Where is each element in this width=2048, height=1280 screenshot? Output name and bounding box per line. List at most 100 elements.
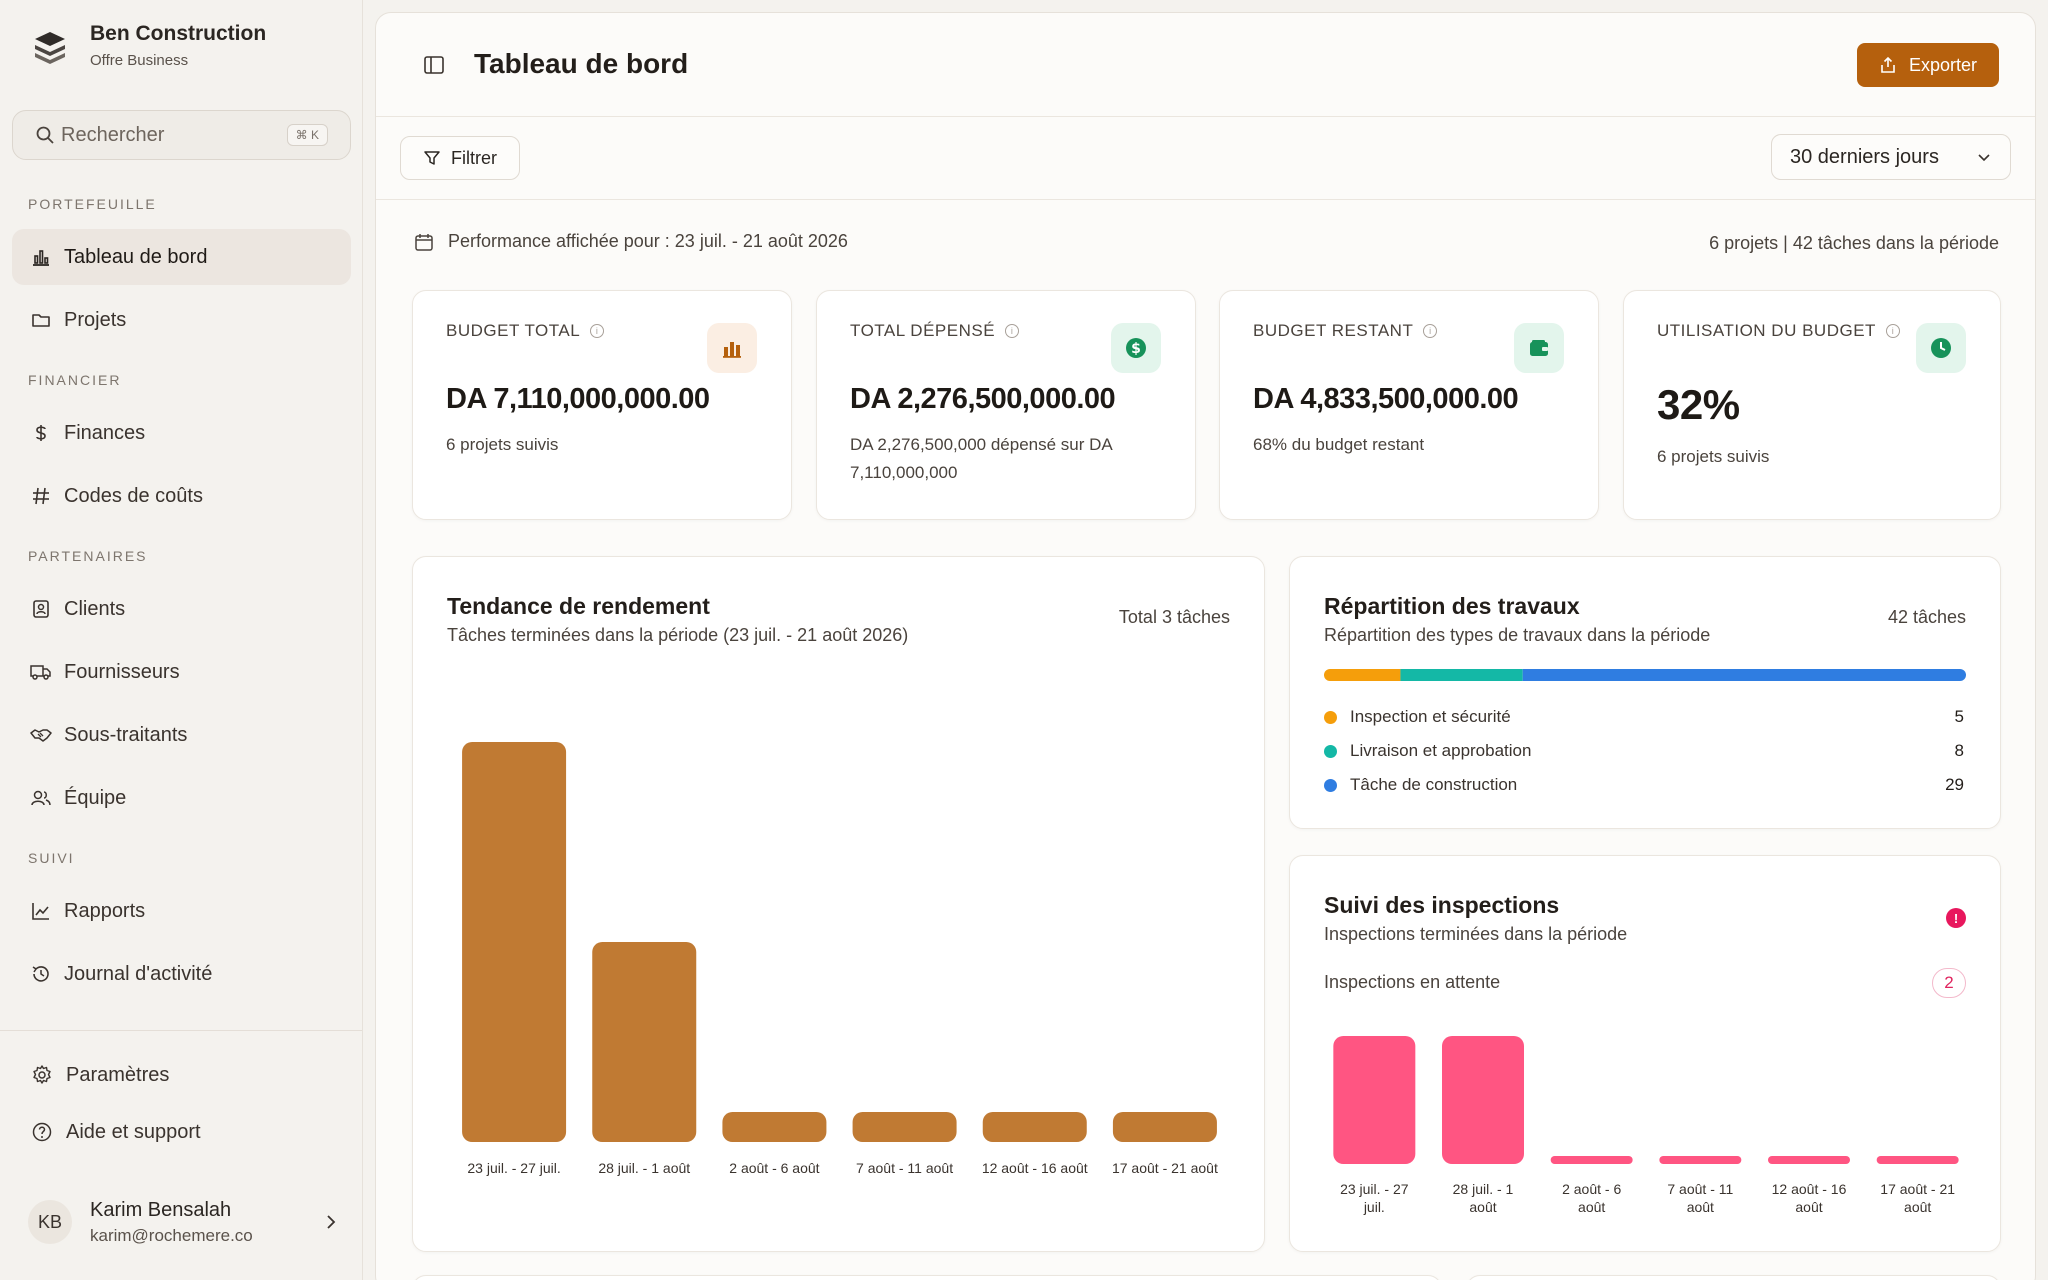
kpi-label: BUDGET TOTAL	[446, 321, 581, 340]
brand-plan: Offre Business	[90, 52, 189, 69]
help-circle-icon	[30, 1120, 54, 1144]
trend-bar[interactable]	[1112, 1112, 1217, 1142]
section-label-finance: FINANCIER	[28, 372, 122, 388]
filter-bar: Filtrer 30 derniers jours	[376, 118, 2035, 200]
date-range-select[interactable]: 30 derniers jours	[1771, 134, 2011, 180]
sidebar-divider	[0, 1030, 362, 1031]
pending-inspections-badge: 2	[1932, 968, 1966, 998]
trend-bar[interactable]	[852, 1112, 957, 1142]
user-menu[interactable]: KB Karim Bensalah karim@rochemere.co	[28, 1194, 338, 1250]
help-link[interactable]: Aide et support	[30, 1112, 201, 1152]
sidebar-item-suppliers[interactable]: Fournisseurs	[12, 644, 351, 700]
search-input[interactable]: Rechercher ⌘ K	[12, 110, 351, 160]
alert-icon[interactable]: !	[1946, 908, 1966, 928]
trend-bar[interactable]	[462, 742, 567, 1142]
sidebar-item-team[interactable]: Équipe	[12, 770, 351, 826]
sidebar-toggle-icon[interactable]	[422, 53, 446, 77]
filter-icon	[424, 151, 440, 165]
breakdown-segment[interactable]	[1400, 669, 1523, 681]
sidebar-item-reports[interactable]: Rapports	[12, 883, 351, 939]
trend-tick-label: 28 juil. - 1 août	[598, 1160, 690, 1176]
info-icon[interactable]: i	[1885, 324, 1900, 338]
settings-link[interactable]: Paramètres	[30, 1055, 169, 1095]
sidebar-item-clients[interactable]: Clients	[12, 581, 351, 637]
hash-icon	[30, 485, 52, 507]
kpi-card-budget-usage: UTILISATION DU BUDGET i 32% 6 projets sui…	[1623, 290, 2001, 520]
truck-icon	[30, 661, 52, 683]
inspection-tick-label: 12 août - 16 août	[1772, 1181, 1847, 1215]
inspection-bar[interactable]	[1659, 1156, 1742, 1164]
chevron-down-icon	[1978, 154, 1990, 162]
pending-inspections-label: Inspections en attente	[1324, 972, 1501, 992]
gear-icon	[30, 1063, 54, 1087]
work-breakdown-card: Répartition des travaux Répartition des …	[1289, 556, 2001, 829]
kpi-value: DA 2,276,500,000.00	[850, 383, 1116, 415]
kpi-card-total-spent: TOTAL DÉPENSÉ i $ DA 2,276,500,000.00 DA …	[816, 290, 1196, 520]
brand[interactable]: Ben Construction Offre Business	[28, 22, 266, 69]
kpi-value: 32%	[1657, 381, 1740, 428]
trend-bar[interactable]	[592, 942, 697, 1142]
info-icon[interactable]: i	[590, 324, 605, 338]
trend-tick-label: 7 août - 11 août	[856, 1160, 953, 1176]
trend-bar-chart: 23 juil. - 27 juil. 28 juil. - 1 août 2 ao…	[462, 742, 1218, 1176]
brand-name: Ben Construction	[90, 22, 267, 45]
legend-row: Tâche de construction 29	[1324, 775, 1964, 795]
inspection-bar[interactable]	[1442, 1036, 1524, 1164]
page-title: Tableau de bord	[474, 48, 689, 79]
topbar: Tableau de bord Exporter	[376, 13, 2035, 117]
inspections-card: Suivi des inspections Inspections termin…	[1289, 855, 2001, 1252]
svg-text:$: $	[1131, 341, 1141, 357]
inspection-tick-label: 23 juil. - 27 juil.	[1340, 1181, 1409, 1215]
next-card-right	[1466, 1275, 2001, 1280]
wallet-icon	[1514, 323, 1564, 373]
trend-chart-title: Tendance de rendement	[447, 593, 710, 619]
sidebar-item-label: Journal d'activité	[64, 962, 213, 985]
main-panel: Tableau de bord Exporter Filtrer 30 dern…	[375, 12, 2036, 1280]
sidebar: Ben Construction Offre Business Recherch…	[0, 0, 363, 1280]
inspection-tick-label: 28 juil. - 1 août	[1453, 1181, 1514, 1215]
handshake-icon	[30, 724, 52, 746]
legend-value: 5	[1954, 707, 1964, 726]
sidebar-item-activity-log[interactable]: Journal d'activité	[12, 946, 351, 1002]
sidebar-item-cost-codes[interactable]: Codes de coûts	[12, 468, 351, 524]
trend-chart-card: Tendance de rendement Tâches terminées d…	[412, 556, 1265, 1252]
info-icon[interactable]: i	[1005, 324, 1020, 338]
sidebar-item-label: Équipe	[64, 786, 127, 809]
legend-label: Livraison et approbation	[1350, 741, 1532, 760]
export-button[interactable]: Exporter	[1857, 43, 1999, 87]
breakdown-segment[interactable]	[1324, 669, 1401, 681]
trend-bar[interactable]	[722, 1112, 827, 1142]
kpi-subtext: DA 2,276,500,000 dépensé sur DA 7,110,00…	[850, 435, 1112, 482]
inspection-bar[interactable]	[1876, 1156, 1959, 1164]
legend-value: 29	[1945, 775, 1964, 794]
legend-label: Tâche de construction	[1350, 775, 1518, 794]
folder-icon	[30, 309, 52, 331]
info-icon[interactable]: i	[1423, 324, 1438, 338]
inspections-title: Suivi des inspections	[1324, 892, 1560, 918]
inspection-bar[interactable]	[1333, 1036, 1416, 1164]
inspection-bar[interactable]	[1768, 1156, 1850, 1164]
help-label: Aide et support	[66, 1120, 201, 1143]
user-email: karim@rochemere.co	[90, 1225, 253, 1245]
users-icon	[30, 787, 52, 809]
sidebar-item-finances[interactable]: Finances	[12, 405, 351, 461]
breakdown-segment[interactable]	[1522, 669, 1966, 681]
inspection-bar[interactable]	[1550, 1156, 1633, 1164]
dollar-icon: $	[1111, 323, 1161, 373]
section-label-partners: PARTENAIRES	[28, 548, 148, 564]
trend-bar[interactable]	[982, 1112, 1087, 1142]
kpi-label: BUDGET RESTANT	[1253, 321, 1414, 340]
sidebar-item-label: Fournisseurs	[64, 660, 180, 683]
inspection-tick-label: 17 août - 21 août	[1880, 1181, 1955, 1215]
history-icon	[30, 963, 52, 985]
work-breakdown-subtitle: Répartition des types de travaux dans la…	[1324, 625, 1711, 645]
bar-chart-icon	[30, 246, 52, 268]
filter-button[interactable]: Filtrer	[400, 136, 520, 180]
inspections-bar-chart: 23 juil. - 27 juil. 28 juil. - 1 août 2 août…	[1333, 1036, 1959, 1215]
sidebar-item-label: Sous-traitants	[64, 723, 188, 746]
sidebar-item-dashboard[interactable]: Tableau de bord	[12, 229, 351, 285]
sidebar-item-projects[interactable]: Projets	[12, 292, 351, 348]
trend-chart-subtitle: Tâches terminées dans la période (23 jui…	[447, 625, 909, 645]
work-breakdown-title: Répartition des travaux	[1324, 593, 1580, 619]
sidebar-item-subcontractors[interactable]: Sous-traitants	[12, 707, 351, 763]
